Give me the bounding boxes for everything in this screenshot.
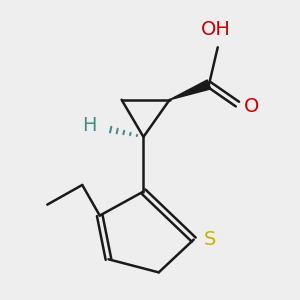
Text: S: S xyxy=(203,230,216,249)
Text: O: O xyxy=(244,97,259,116)
Text: H: H xyxy=(82,116,96,136)
Text: OH: OH xyxy=(201,20,230,39)
Polygon shape xyxy=(170,80,211,100)
